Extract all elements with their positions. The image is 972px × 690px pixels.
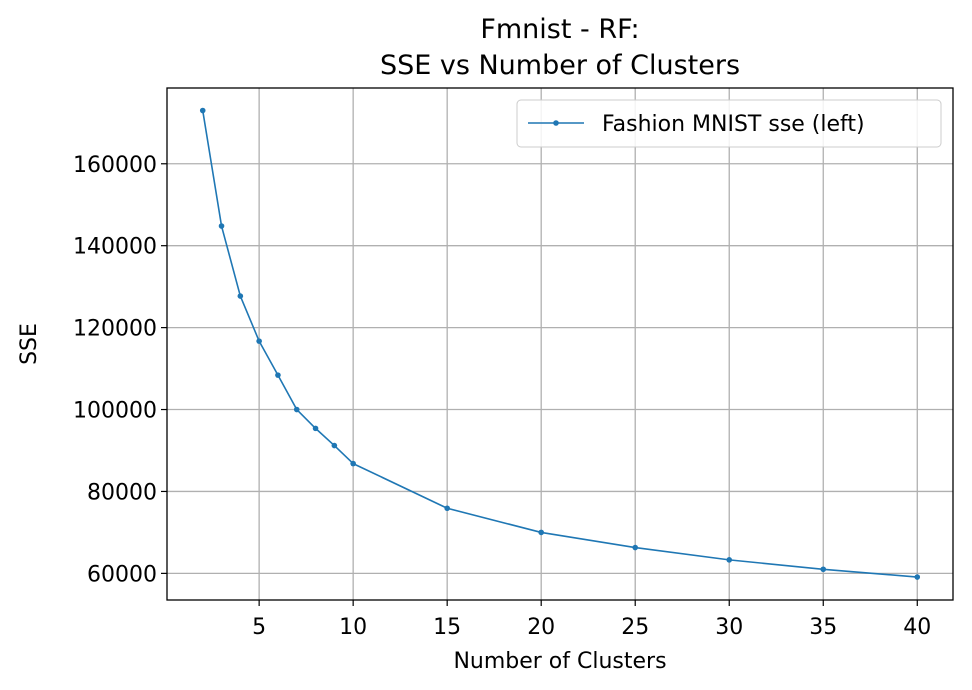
y-tick-label: 120000 (73, 317, 157, 342)
y-tick-label: 80000 (87, 480, 157, 505)
chart-title-line-1: Fmnist - RF: (480, 14, 639, 45)
data-point (350, 460, 356, 467)
axis-ticks: 5 10 15 20 25 30 35 40 60000 80000 100000 120000 140… (73, 153, 931, 640)
legend: Fashion MNIST sse (left) (516, 99, 942, 148)
x-tick-label: 15 (433, 615, 461, 640)
data-point (820, 566, 827, 573)
y-tick-label: 140000 (73, 235, 157, 260)
x-axis-label: Number of Clusters (453, 649, 666, 674)
grid-lines (167, 88, 953, 600)
data-point (331, 442, 338, 449)
series-line (201, 110, 918, 578)
legend-marker (553, 120, 559, 126)
data-point (538, 529, 544, 536)
legend-box (516, 99, 942, 148)
data-point (199, 107, 206, 114)
y-tick-label: 160000 (73, 153, 157, 178)
chart-title-line-2: SSE vs Number of Clusters (380, 50, 740, 81)
y-axis-label: SSE (17, 323, 42, 365)
data-point (444, 505, 450, 512)
data-point (632, 544, 639, 551)
data-series (199, 107, 921, 580)
data-point (237, 293, 244, 299)
data-point (312, 425, 319, 432)
data-point (914, 574, 921, 580)
data-point (256, 338, 262, 344)
x-tick-label: 5 (252, 615, 266, 640)
y-tick-label: 60000 (87, 562, 157, 587)
data-point (726, 557, 733, 563)
data-point (293, 406, 300, 413)
x-tick-label: 20 (527, 615, 555, 640)
data-point (218, 223, 225, 229)
x-tick-label: 10 (339, 615, 367, 640)
data-point (275, 372, 281, 378)
x-tick-label: 25 (621, 615, 649, 640)
x-tick-label: 35 (809, 615, 837, 640)
plot-frame (166, 87, 954, 601)
x-tick-label: 30 (715, 615, 743, 640)
y-tick-label: 100000 (73, 399, 157, 424)
x-tick-label: 40 (903, 615, 931, 640)
legend-label: Fashion MNIST sse (left) (602, 112, 865, 137)
